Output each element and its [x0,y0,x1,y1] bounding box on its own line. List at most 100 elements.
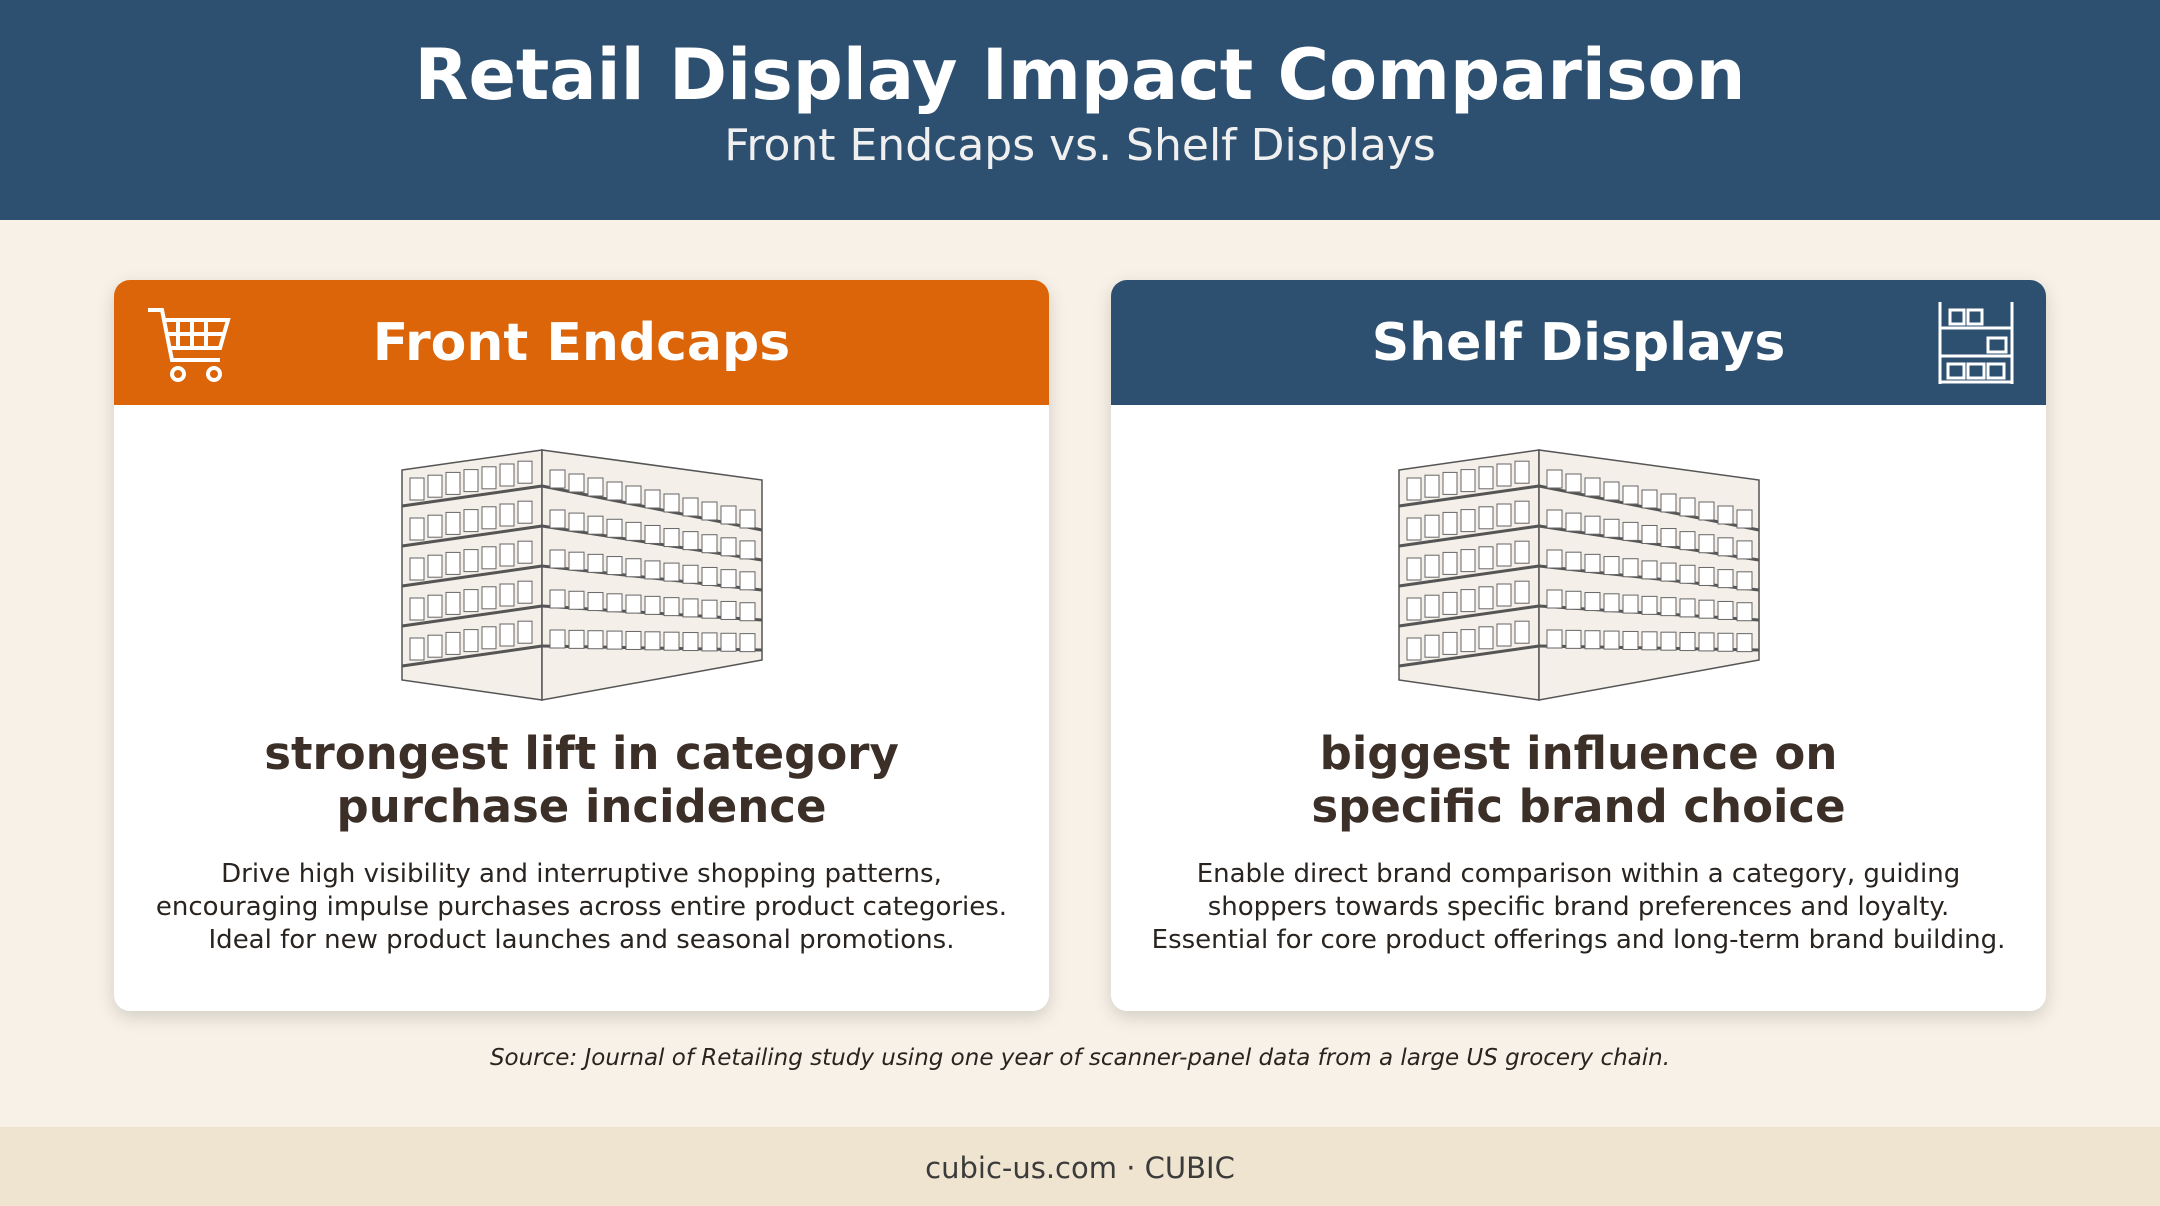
shelf-drawing [517,540,533,564]
shelf-drawing [445,631,461,655]
shelf-drawing [1406,477,1422,501]
card: Shelf Displays biggest influence on spec… [1111,280,2046,1011]
card-headline: strongest lift in category [264,727,899,780]
shelf-drawing [1603,593,1620,613]
shelf-drawing [1717,569,1734,589]
shelf-drawing [499,543,515,567]
shelf-drawing [682,564,699,584]
shelf-drawing [1406,637,1422,661]
shelf-drawing [1660,562,1677,582]
shelf-drawing [1622,521,1639,541]
shelf-drawing [568,590,585,610]
shelf-drawing [549,469,566,489]
shelf-drawing [1736,571,1753,591]
shelf-drawing [720,569,737,589]
shelf-drawing [549,509,566,529]
shelf-drawing [1514,460,1530,484]
shelf-illustration [1398,449,1760,701]
shelf-drawing [1442,631,1458,655]
shelf-drawing [606,593,623,613]
shelf-drawing [481,506,497,530]
header-band: Retail Display Impact Comparison Front E… [0,0,2160,220]
card-body: Essential for core product offerings and… [1151,925,2006,955]
shelf-drawing [1622,630,1639,650]
shelf-drawing [644,560,661,580]
shelf-icon [1938,302,2014,384]
shelf-drawing [644,631,661,651]
shelf-drawing [1442,471,1458,495]
shelf-drawing [427,634,443,658]
shelf-drawing [1442,551,1458,575]
shelf-drawing [1460,629,1476,653]
shelf-drawing [1514,500,1530,524]
shelf-drawing [1398,564,1540,588]
shelf-drawing [549,549,566,569]
shelf-drawing [1679,531,1696,551]
shelf-drawing [644,524,661,544]
shelf-drawing [701,632,718,652]
shelf-drawing [445,511,461,535]
shelf-drawing [720,600,737,620]
shelf-drawing [1496,503,1512,527]
shelf-drawing [427,554,443,578]
shelf-drawing [1603,630,1620,650]
shelf-drawing [739,540,756,560]
shelf-drawing [1736,602,1753,622]
shelf-drawing [1406,517,1422,541]
shelf-drawing [499,503,515,527]
shelf-drawing [549,629,566,649]
shelf-drawing [1698,566,1715,586]
card-body: shoppers towards specific brand preferen… [1207,892,1950,922]
shelf-drawing [1622,485,1639,505]
card-headline: specific brand choice [1311,780,1846,833]
shelf-drawing [1603,556,1620,576]
shelf-drawing [663,597,680,617]
shelf-drawing [1565,512,1582,532]
shelf-drawing [1698,534,1715,554]
shelf-drawing [1398,604,1540,628]
shelf-drawing [1546,469,1563,489]
card-header: Front Endcaps [114,280,1049,405]
shelf-drawing [445,551,461,575]
shelf-drawing [1679,564,1696,584]
shelf-drawing [568,551,585,571]
shelf-drawing [682,632,699,652]
shelf-drawing [663,493,680,513]
shelf-drawing [1424,514,1440,538]
shelf-drawing [587,592,604,612]
shelf-drawing [1406,597,1422,621]
shelf-drawing [1496,543,1512,567]
shelf-drawing [682,598,699,618]
shelf-drawing [517,620,533,644]
shelf-drawing [720,537,737,557]
shelf-drawing [1546,589,1563,609]
shelf-drawing [1398,644,1540,668]
shelf-drawing [401,524,543,548]
shelf-drawing [568,629,585,649]
card-body: Drive high visibility and interruptive s… [221,859,942,889]
shelf-drawing [409,477,425,501]
shelf-drawing [1660,597,1677,617]
shelf-drawing [1424,594,1440,618]
shelf-drawing [401,604,543,628]
shelf-drawing [739,571,756,591]
shelf-drawing [1584,630,1601,650]
card-body: encouraging impulse purchases across ent… [155,892,1008,922]
page-title: Retail Display Impact Comparison [414,34,1746,116]
shelf-drawing [1736,540,1753,560]
shelf-drawing [682,531,699,551]
shelf-drawing [1584,515,1601,535]
shelf-drawing [463,509,479,533]
shelf-drawing [1478,546,1494,570]
shelf-drawing [663,528,680,548]
shelf-drawing [1641,524,1658,544]
shelf-drawing [1565,629,1582,649]
shelf-drawing [1496,623,1512,647]
shelf-drawing [1496,463,1512,487]
shelf-drawing [625,630,642,650]
shelf-drawing [409,517,425,541]
shelf-drawing [701,534,718,554]
shelf-drawing [682,497,699,517]
shelf-drawing [481,546,497,570]
shelf-drawing [427,474,443,498]
